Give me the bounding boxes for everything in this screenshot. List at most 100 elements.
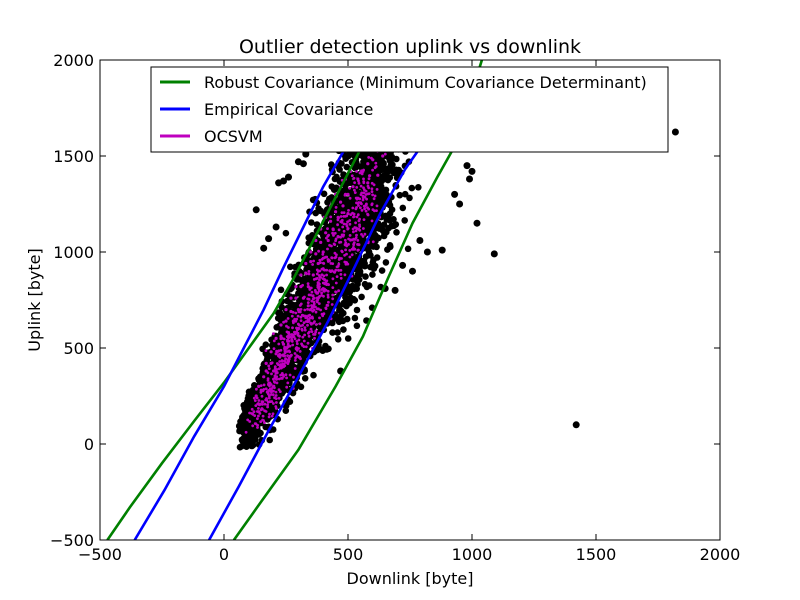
inlier-point: [252, 410, 256, 414]
inlier-point: [324, 231, 328, 235]
data-point: [389, 161, 396, 168]
data-point: [380, 160, 387, 168]
inlier-point: [274, 352, 278, 356]
inlier-point: [270, 361, 274, 365]
inlier-point: [280, 372, 284, 375]
data-point: [351, 314, 359, 322]
inlier-point: [263, 409, 266, 413]
inlier-point: [312, 300, 316, 304]
inlier-point: [310, 330, 314, 333]
inlier-point: [262, 375, 266, 379]
inlier-point: [332, 242, 336, 246]
inlier-point: [274, 405, 278, 408]
inlier-point: [370, 202, 374, 206]
inlier-point: [298, 350, 302, 353]
inlier-point: [366, 181, 370, 185]
inlier-point: [348, 249, 352, 252]
inlier-point: [270, 390, 273, 394]
inlier-point: [334, 268, 338, 272]
inlier-point: [269, 393, 273, 396]
inlier-point: [336, 235, 340, 239]
x-axis: −500 0 500 1000 1500 2000: [78, 60, 740, 564]
inlier-point: [254, 404, 258, 407]
inlier-point: [359, 171, 363, 174]
inlier-point: [337, 262, 341, 266]
inlier-point: [272, 339, 276, 343]
inlier-point: [357, 181, 361, 185]
inlier-point: [307, 330, 311, 334]
inlier-point: [298, 310, 302, 314]
inlier-point: [256, 417, 259, 420]
data-point: [287, 263, 294, 271]
inlier-point: [361, 235, 365, 238]
inlier-point: [381, 154, 385, 158]
outlier-point: [299, 160, 307, 168]
data-point: [308, 219, 315, 226]
inlier-point: [262, 419, 265, 422]
inlier-point: [301, 344, 304, 347]
inlier-point: [311, 316, 314, 320]
inlier-point: [317, 302, 321, 305]
inlier-point: [354, 221, 357, 225]
inlier-point: [266, 400, 270, 404]
inlier-point: [339, 200, 343, 204]
data-point: [382, 186, 390, 194]
inlier-point: [287, 326, 290, 329]
outlier-point: [285, 173, 292, 181]
inlier-point: [330, 256, 334, 260]
outlier-point: [466, 175, 473, 183]
inlier-point: [371, 193, 374, 197]
inlier-point: [348, 222, 352, 226]
inlier-point: [266, 405, 269, 409]
inlier-point: [315, 307, 319, 311]
inlier-point: [329, 262, 333, 265]
data-point: [344, 287, 351, 295]
y-tick-label: 1500: [53, 147, 94, 166]
data-point: [316, 345, 324, 353]
inlier-point: [318, 278, 321, 282]
inlier-point: [278, 360, 282, 363]
inlier-point: [290, 314, 294, 318]
contour-line: [133, 143, 350, 540]
inlier-point: [358, 223, 361, 227]
outlier-point: [245, 421, 253, 429]
inlier-point: [287, 349, 291, 353]
inlier-point: [335, 275, 339, 278]
inlier-point: [244, 430, 248, 434]
inlier-point: [355, 186, 359, 189]
inlier-point: [277, 342, 281, 346]
inlier-point: [334, 281, 338, 285]
inlier-point: [360, 202, 363, 206]
data-point: [238, 436, 246, 444]
inlier-point: [351, 185, 355, 189]
inlier-point: [359, 206, 362, 210]
data-point: [401, 190, 409, 198]
x-tick-label: 2000: [700, 545, 741, 564]
inlier-point: [299, 302, 303, 306]
data-point: [362, 273, 369, 280]
data-point: [325, 345, 332, 353]
inlier-point: [250, 412, 254, 415]
inlier-point: [253, 399, 257, 402]
inlier-point: [317, 331, 321, 335]
inlier-point: [284, 319, 288, 323]
inlier-point: [341, 225, 345, 229]
inlier-point: [307, 293, 311, 297]
inlier-point: [287, 334, 290, 337]
inlier-point: [343, 193, 347, 197]
inlier-point: [303, 326, 307, 329]
inlier-point: [273, 386, 276, 390]
outlier-point: [252, 206, 260, 214]
outlier-point: [265, 235, 273, 243]
inlier-point: [295, 342, 299, 346]
inlier-point: [255, 396, 259, 400]
inlier-point: [318, 316, 321, 320]
data-point: [340, 326, 347, 333]
inlier-point: [309, 250, 313, 254]
inlier-point: [306, 341, 310, 345]
inlier-point: [278, 390, 282, 393]
inlier-point: [273, 366, 277, 370]
data-point: [236, 427, 243, 435]
inlier-point: [355, 197, 359, 201]
